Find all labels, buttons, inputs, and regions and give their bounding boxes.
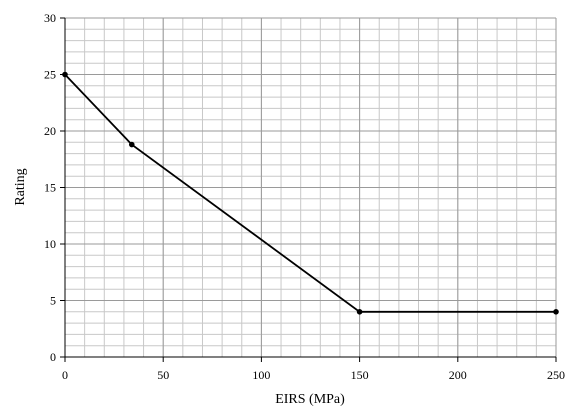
- x-tick-label: 0: [62, 368, 68, 382]
- y-axis-title: Rating: [13, 168, 28, 205]
- data-point: [62, 71, 68, 78]
- x-tick-label: 100: [252, 368, 270, 382]
- x-axis-ticks: 0 50 100 150 200 250: [62, 357, 565, 382]
- y-tick-label: 15: [44, 181, 56, 195]
- y-tick-label: 10: [44, 237, 56, 251]
- y-tick-label: 0: [50, 350, 56, 364]
- data-point: [356, 309, 363, 315]
- data-point: [128, 141, 135, 148]
- y-tick-label: 5: [50, 294, 56, 308]
- series-layer: [62, 71, 559, 315]
- series-line: [64, 73, 556, 313]
- x-tick-label: 50: [157, 368, 169, 382]
- x-tick-label: 150: [351, 368, 369, 382]
- x-tick-label: 200: [449, 368, 467, 382]
- y-tick-label: 25: [44, 68, 56, 82]
- x-tick-label: 250: [547, 368, 565, 382]
- x-axis-title: EIRS (MPa): [275, 392, 345, 407]
- y-tick-label: 20: [44, 124, 56, 138]
- data-point: [553, 309, 559, 315]
- y-tick-label: 30: [44, 11, 56, 25]
- y-axis-ticks: 0 5 10 15 20 25 30: [44, 11, 65, 364]
- major-grid: [64, 17, 557, 358]
